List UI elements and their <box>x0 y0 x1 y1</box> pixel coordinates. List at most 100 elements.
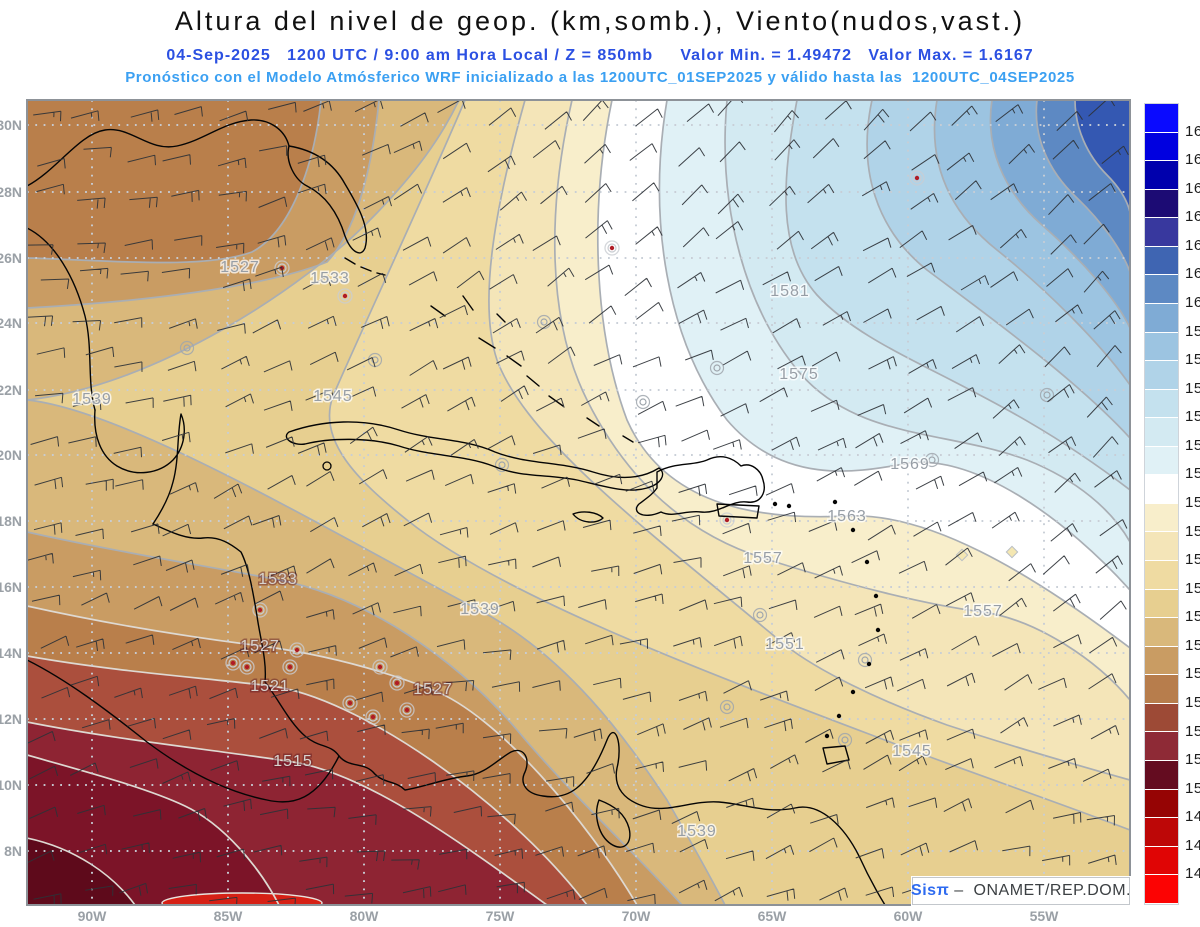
contour-label: 1545 <box>313 388 353 405</box>
contour-label: 1533 <box>310 270 350 287</box>
colorbar-tick-label: 1557 <box>1185 522 1200 540</box>
colorbar-segment <box>1145 104 1178 133</box>
contour-label: 1563 <box>827 508 867 525</box>
watermark-separator: – <box>949 882 974 899</box>
watermark-org: ONAMET/REP.DOM. <box>973 882 1131 899</box>
colorbar-segment <box>1145 875 1178 904</box>
contour-label: 1527 <box>240 638 280 655</box>
lat-tick-label: 30N <box>0 117 22 133</box>
colorbar-segment <box>1145 561 1178 590</box>
colorbar-tick-label: 1533 <box>1185 636 1200 654</box>
colorbar-segment <box>1145 818 1178 847</box>
lon-tick-label: 85W <box>213 908 243 924</box>
colorbar-segment <box>1145 703 1178 733</box>
colorbar-tick-label: 1485 <box>1185 865 1200 883</box>
lon-tick-label: 70W <box>621 908 651 924</box>
colorbar-tick-label: 1587 <box>1185 379 1200 397</box>
contour-label: 1569 <box>890 456 930 473</box>
subtitle-datetime-level: 04-Sep-2025 1200 UTC / 9:00 am Hora Loca… <box>166 47 1034 64</box>
contour-label: 1527 <box>220 259 260 276</box>
colorbar-segment <box>1145 361 1178 390</box>
lat-tick-label: 14N <box>0 645 22 661</box>
contour-label: 1527 <box>413 681 453 698</box>
colorbar-segment <box>1145 132 1178 162</box>
colorbar-tick-label: 1509 <box>1185 751 1200 769</box>
colorbar <box>1144 103 1179 905</box>
contour-label: 1515 <box>273 753 313 770</box>
colorbar-tick-label: 1569 <box>1185 465 1200 483</box>
colorbar-tick-label: 1605 <box>1185 294 1200 311</box>
watermark: Sisπ – ONAMET/REP.DOM. <box>911 877 1131 905</box>
subtitle-model-info: Pronóstico con el Modelo Atmósferico WRF… <box>125 69 1075 86</box>
colorbar-tick-label: 1515 <box>1185 722 1200 740</box>
contour-label: 1539 <box>460 601 500 618</box>
colorbar-tick-label: 1503 <box>1185 779 1200 797</box>
contour-label: 1581 <box>770 283 810 300</box>
contour-label: 1545 <box>892 743 932 760</box>
colorbar-tick-label: 1623 <box>1185 208 1200 226</box>
colorbar-tick-label: 1563 <box>1185 494 1200 511</box>
colorbar-segment <box>1145 303 1178 333</box>
colorbar-segment <box>1145 589 1178 619</box>
colorbar-segment <box>1145 846 1178 876</box>
colorbar-tick-label: 1593 <box>1185 351 1200 369</box>
colorbar-tick-label: 1491 <box>1185 836 1200 854</box>
map-canvas: 1527 1533 1539 1545 1581 1575 1569 1563 1557 1557… <box>26 99 1131 906</box>
colorbar-segment <box>1145 646 1178 676</box>
colorbar-tick-label: 1641 <box>1185 122 1200 140</box>
lat-tick-label: 28N <box>0 184 22 200</box>
lat-tick-label: 16N <box>0 579 22 595</box>
lat-tick-label: 10N <box>0 777 22 793</box>
contour-label: 1575 <box>779 366 819 383</box>
colorbar-tick-label: 1629 <box>1185 179 1200 197</box>
colorbar-tick-label: 1599 <box>1185 322 1200 340</box>
page-title: Altura del nivel de geop. (km,somb.), Vi… <box>174 6 1026 36</box>
colorbar-tick-label: 1539 <box>1185 608 1200 626</box>
geopotential-field-svg: 1527 1533 1539 1545 1581 1575 1569 1563 1557 1557… <box>27 100 1130 905</box>
colorbar-segment <box>1145 418 1178 447</box>
colorbar-segment <box>1145 503 1178 533</box>
colorbar-tick-label: 1521 <box>1185 694 1200 711</box>
colorbar-segment <box>1145 218 1178 247</box>
lon-tick-label: 80W <box>349 908 379 924</box>
colorbar-tick-label: 1497 <box>1185 808 1200 826</box>
colorbar-tick-label: 1575 <box>1185 436 1200 454</box>
colorbar-segment <box>1145 332 1178 362</box>
colorbar-tick-label: 1527 <box>1185 665 1200 683</box>
watermark-brand: Sisπ <box>911 882 950 899</box>
colorbar-segment <box>1145 618 1178 647</box>
colorbar-segment <box>1145 275 1178 304</box>
colorbar-segment <box>1145 789 1178 819</box>
contour-label: 1551 <box>765 636 805 653</box>
contour-label: 1521 <box>250 678 290 695</box>
colorbar-segment <box>1145 475 1178 504</box>
colorbar-segment <box>1145 532 1178 561</box>
colorbar-segment <box>1145 446 1178 476</box>
colorbar-segment <box>1145 675 1178 704</box>
lat-tick-label: 20N <box>0 447 22 463</box>
lat-tick-label: 24N <box>0 315 22 331</box>
contour-label: 1557 <box>963 603 1003 620</box>
colorbar-tick-label: 1611 <box>1185 265 1200 283</box>
lon-tick-label: 55W <box>1029 908 1059 924</box>
colorbar-segment <box>1145 732 1178 761</box>
colorbar-segment <box>1145 246 1178 276</box>
colorbar-tick-label: 1635 <box>1185 151 1200 169</box>
lat-tick-label: 18N <box>0 513 22 529</box>
lat-tick-label: 12N <box>0 711 22 727</box>
lon-tick-label: 90W <box>77 908 107 924</box>
lat-tick-label: 22N <box>0 382 22 398</box>
colorbar-segment <box>1145 189 1178 219</box>
lat-tick-label: 26N <box>0 250 22 266</box>
contour-label: 1539 <box>72 391 112 408</box>
lat-tick-label: 8N <box>4 843 22 859</box>
colorbar-segment <box>1145 760 1178 790</box>
colorbar-tick-label: 1617 <box>1185 236 1200 254</box>
lon-tick-label: 75W <box>485 908 515 924</box>
contour-label: 1539 <box>677 823 717 840</box>
colorbar-tick-label: 1551 <box>1185 551 1200 569</box>
colorbar-segment <box>1145 389 1178 419</box>
contour-label: 1533 <box>258 571 298 588</box>
colorbar-tick-label: 1581 <box>1185 408 1200 426</box>
